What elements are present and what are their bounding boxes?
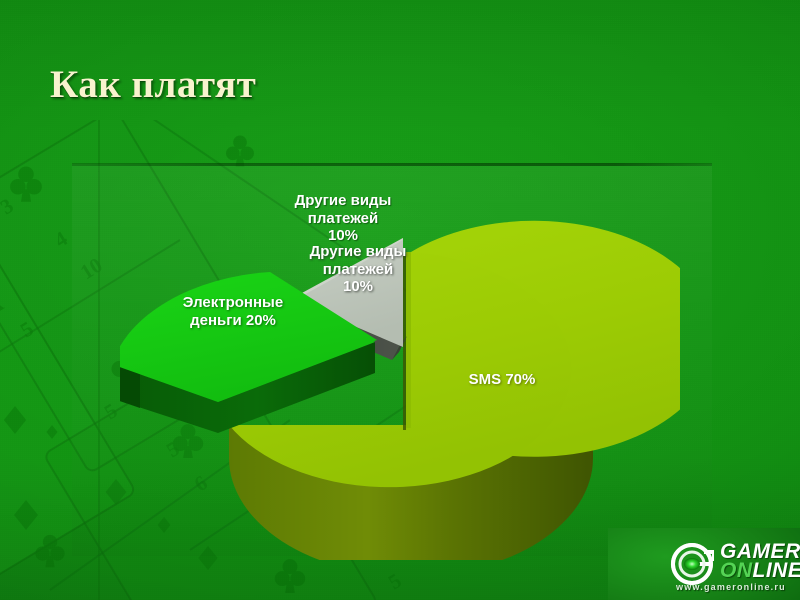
logo-website-url: www.gameronline.ru (676, 582, 786, 592)
pie-chart (120, 180, 680, 560)
logo-text-online-rest: LINE (752, 559, 800, 582)
page-title: Как платят (50, 63, 257, 106)
pie-slice-sms (229, 220, 680, 560)
logo-text-online-accent: ON (720, 559, 753, 582)
panel-divider-rule (72, 163, 712, 166)
logo-text-gamer: GAMER (720, 540, 800, 563)
svg-text:5: 5 (384, 568, 406, 594)
gamer-online-logo: GAMER ONLINE www.gameronline.ru (608, 528, 800, 600)
logo-text-online: ONLINE (720, 559, 800, 583)
gamer-online-g-icon (670, 543, 714, 585)
pie-slice-electronic-money (120, 272, 377, 433)
